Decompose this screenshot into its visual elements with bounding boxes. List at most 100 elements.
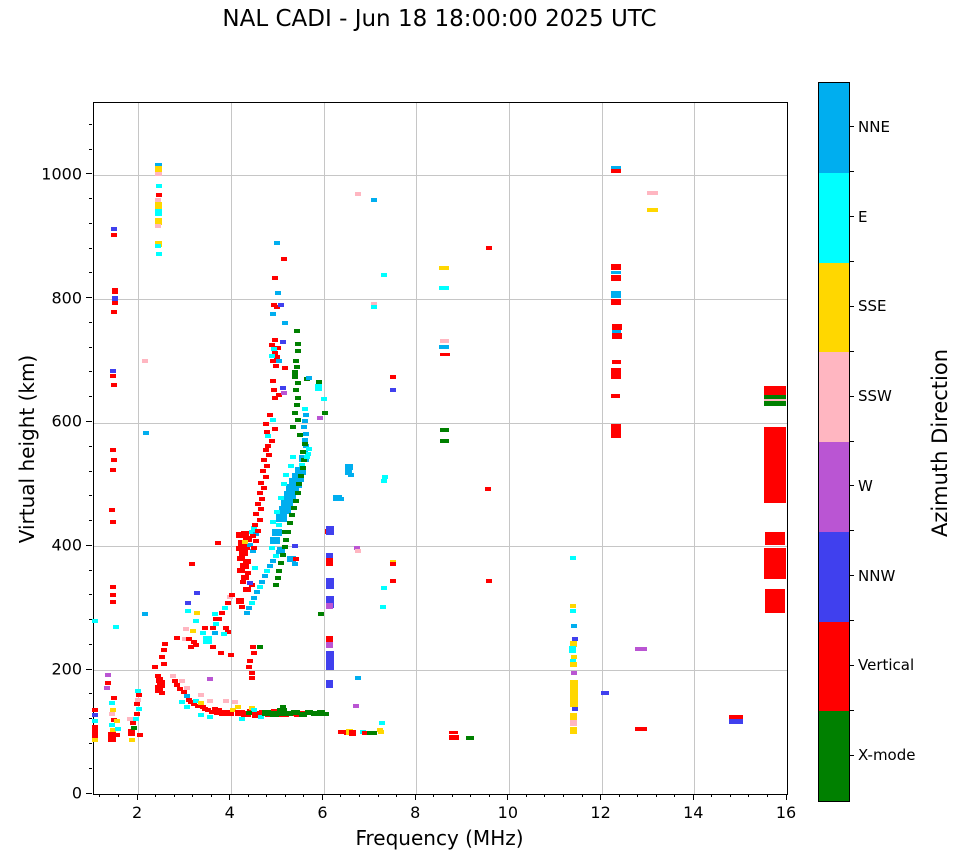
data-point — [291, 505, 298, 510]
data-point — [371, 731, 378, 736]
y-minor-tick — [89, 495, 92, 497]
y-minor-tick — [89, 569, 92, 571]
data-point — [288, 463, 294, 468]
data-point — [251, 566, 258, 570]
data-point — [204, 708, 211, 713]
data-point — [186, 697, 192, 702]
data-point — [610, 166, 621, 170]
x-minor-tick — [544, 794, 546, 797]
data-point — [247, 580, 254, 585]
x-gridline — [323, 103, 325, 794]
data-point — [326, 557, 333, 566]
data-point — [263, 429, 270, 434]
data-point — [292, 472, 304, 482]
data-point — [110, 232, 117, 237]
data-point — [250, 650, 257, 655]
data-point — [291, 410, 298, 415]
y-tick-label: 200 — [51, 659, 82, 679]
data-point — [251, 595, 258, 600]
data-point — [611, 323, 622, 330]
data-point — [263, 447, 269, 452]
data-point — [276, 358, 283, 363]
data-point — [256, 491, 263, 496]
data-point — [271, 276, 278, 281]
data-point — [253, 539, 260, 544]
data-point — [248, 675, 255, 680]
data-point — [268, 545, 275, 550]
data-point — [206, 699, 213, 704]
data-point — [322, 711, 329, 716]
data-point — [569, 646, 577, 654]
data-point — [270, 711, 280, 718]
data-point — [348, 730, 356, 737]
data-point — [284, 491, 297, 501]
data-point — [293, 498, 300, 503]
data-point — [569, 555, 576, 560]
data-point — [635, 727, 647, 731]
data-point — [485, 579, 492, 583]
data-point — [362, 731, 369, 736]
x-minor-tick — [284, 794, 286, 797]
colorbar-center-tick — [849, 485, 854, 487]
data-point — [256, 644, 263, 649]
data-point — [304, 710, 313, 716]
data-point — [110, 727, 116, 732]
data-point — [261, 486, 268, 491]
x-minor-tick — [562, 794, 564, 797]
data-point — [264, 444, 271, 448]
data-point — [296, 482, 303, 487]
data-point — [326, 635, 333, 643]
data-point — [206, 676, 213, 681]
data-point — [242, 535, 252, 542]
data-point — [272, 553, 279, 558]
data-point — [154, 244, 161, 248]
colorbar-category-label: Vertical — [858, 656, 915, 675]
data-point — [212, 612, 219, 617]
data-point — [571, 637, 578, 642]
x-tick-label: 10 — [497, 803, 519, 822]
data-point — [276, 513, 288, 522]
data-point — [155, 184, 162, 188]
colorbar-boundary-tick — [849, 530, 854, 532]
data-point — [223, 712, 230, 717]
data-point — [154, 171, 162, 176]
data-point — [345, 470, 353, 476]
data-point — [110, 707, 116, 712]
data-point — [274, 575, 281, 580]
data-point — [250, 525, 257, 530]
colorbar-segment-nnw — [819, 531, 849, 622]
x-minor-tick — [99, 794, 101, 797]
data-point — [155, 223, 162, 228]
data-point — [253, 531, 260, 536]
data-point — [269, 536, 280, 544]
data-point — [381, 475, 388, 479]
data-point — [193, 591, 200, 596]
data-point — [269, 418, 276, 422]
data-point — [326, 603, 333, 610]
data-point — [570, 624, 577, 629]
x-major-tick — [414, 794, 416, 800]
data-point — [109, 508, 116, 513]
y-gridline — [94, 422, 787, 424]
data-point — [154, 208, 162, 216]
data-point — [390, 559, 396, 564]
data-point — [154, 202, 162, 210]
x-minor-tick — [618, 794, 620, 797]
x-minor-tick — [470, 794, 472, 797]
data-point — [265, 453, 272, 458]
data-point — [390, 562, 396, 567]
colorbar-boundary-tick — [849, 261, 854, 262]
data-point — [268, 342, 275, 347]
data-point — [352, 703, 359, 708]
data-point — [344, 464, 353, 471]
y-minor-tick — [89, 123, 92, 125]
y-tick-label: 1000 — [41, 164, 82, 184]
x-axis-label: Frequency (MHz) — [355, 826, 524, 850]
data-point — [354, 676, 361, 681]
data-point — [292, 388, 299, 393]
data-point — [137, 733, 144, 738]
data-point — [263, 463, 270, 468]
data-point — [157, 679, 166, 688]
data-point — [301, 437, 308, 442]
data-point — [232, 700, 239, 705]
